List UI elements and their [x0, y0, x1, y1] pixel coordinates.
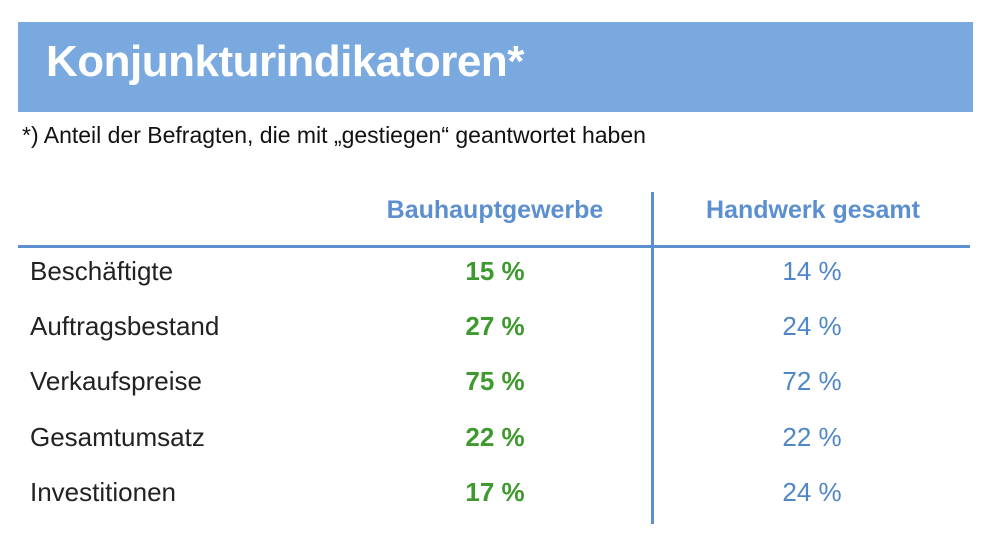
header-divider — [18, 245, 970, 248]
row-label: Beschäftigte — [30, 256, 174, 286]
bauhauptgewerbe-value: 75 % — [465, 366, 525, 396]
table-row: Verkaufspreise 75 % 72 % — [0, 366, 999, 422]
row-label: Verkaufspreise — [30, 366, 202, 396]
bauhauptgewerbe-value: 22 % — [465, 422, 525, 452]
bauhauptgewerbe-value: 15 % — [465, 256, 525, 286]
bauhauptgewerbe-value: 27 % — [465, 311, 525, 341]
page-title: Konjunkturindikatoren* — [46, 37, 524, 86]
bauhauptgewerbe-value: 17 % — [465, 477, 525, 507]
table-row: Gesamtumsatz 22 % 22 % — [0, 422, 999, 478]
row-label: Gesamtumsatz — [30, 422, 205, 452]
table-row: Auftragsbestand 27 % 24 % — [0, 311, 999, 367]
handwerk-value: 14 % — [782, 256, 842, 286]
table-row: Beschäftigte 15 % 14 % — [0, 256, 999, 312]
column-header-bauhauptgewerbe: Bauhauptgewerbe — [386, 196, 604, 224]
column-divider — [651, 192, 654, 524]
handwerk-value: 24 % — [782, 311, 842, 341]
footnote: *) Anteil der Befragten, die mit „gestie… — [22, 122, 646, 148]
row-label: Auftragsbestand — [30, 311, 220, 341]
row-label: Investitionen — [30, 477, 176, 507]
column-header-handwerk-gesamt: Handwerk gesamt — [706, 196, 920, 224]
table-row: Investitionen 17 % 24 % — [0, 477, 999, 533]
handwerk-value: 24 % — [782, 477, 842, 507]
title-bar: Konjunkturindikatoren* — [18, 22, 973, 112]
handwerk-value: 72 % — [782, 366, 842, 396]
handwerk-value: 22 % — [782, 422, 842, 452]
